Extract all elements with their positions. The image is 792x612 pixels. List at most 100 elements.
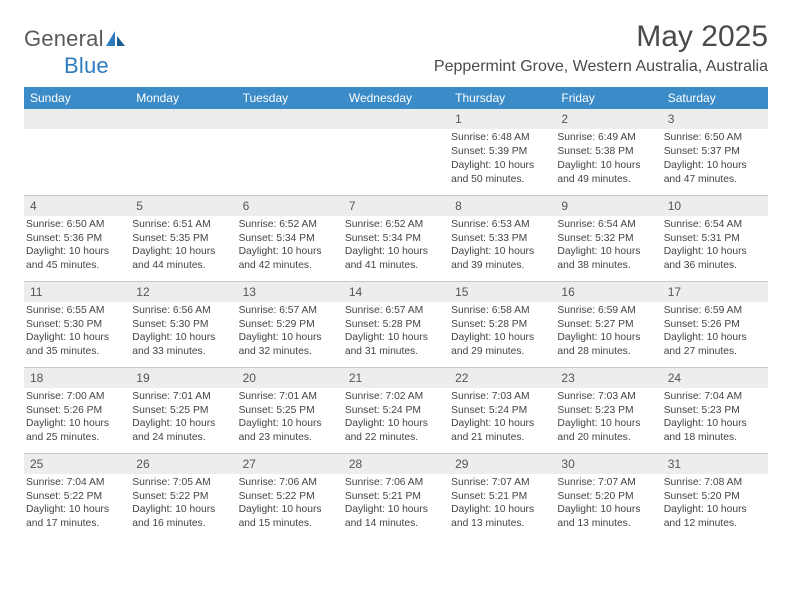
day-number: 22 — [449, 368, 555, 388]
calendar-row: 4Sunrise: 6:50 AMSunset: 5:36 PMDaylight… — [24, 195, 768, 281]
calendar-cell: 11Sunrise: 6:55 AMSunset: 5:30 PMDayligh… — [24, 281, 130, 367]
weekday-header: Saturday — [662, 87, 768, 109]
day-details: Sunrise: 6:55 AMSunset: 5:30 PMDaylight:… — [24, 304, 130, 360]
day-details: Sunrise: 6:50 AMSunset: 5:37 PMDaylight:… — [662, 131, 768, 187]
calendar-cell — [130, 109, 236, 195]
day-details: Sunrise: 6:52 AMSunset: 5:34 PMDaylight:… — [237, 218, 343, 274]
logo-text: GeneralBlue — [24, 26, 126, 79]
calendar-cell: 13Sunrise: 6:57 AMSunset: 5:29 PMDayligh… — [237, 281, 343, 367]
weekday-header: Thursday — [449, 87, 555, 109]
calendar-cell: 10Sunrise: 6:54 AMSunset: 5:31 PMDayligh… — [662, 195, 768, 281]
day-details: Sunrise: 7:02 AMSunset: 5:24 PMDaylight:… — [343, 390, 449, 446]
calendar-cell: 5Sunrise: 6:51 AMSunset: 5:35 PMDaylight… — [130, 195, 236, 281]
day-number: 3 — [662, 109, 768, 129]
calendar-cell: 26Sunrise: 7:05 AMSunset: 5:22 PMDayligh… — [130, 453, 236, 539]
day-number: 24 — [662, 368, 768, 388]
day-details: Sunrise: 6:52 AMSunset: 5:34 PMDaylight:… — [343, 218, 449, 274]
weekday-header: Wednesday — [343, 87, 449, 109]
day-number: 5 — [130, 196, 236, 216]
calendar-row: 25Sunrise: 7:04 AMSunset: 5:22 PMDayligh… — [24, 453, 768, 539]
calendar-cell: 3Sunrise: 6:50 AMSunset: 5:37 PMDaylight… — [662, 109, 768, 195]
calendar-cell: 25Sunrise: 7:04 AMSunset: 5:22 PMDayligh… — [24, 453, 130, 539]
day-details: Sunrise: 6:51 AMSunset: 5:35 PMDaylight:… — [130, 218, 236, 274]
calendar-cell: 6Sunrise: 6:52 AMSunset: 5:34 PMDaylight… — [237, 195, 343, 281]
sail-icon — [106, 27, 126, 53]
day-details: Sunrise: 6:54 AMSunset: 5:31 PMDaylight:… — [662, 218, 768, 274]
calendar-cell: 2Sunrise: 6:49 AMSunset: 5:38 PMDaylight… — [555, 109, 661, 195]
calendar-cell: 24Sunrise: 7:04 AMSunset: 5:23 PMDayligh… — [662, 367, 768, 453]
day-details: Sunrise: 7:08 AMSunset: 5:20 PMDaylight:… — [662, 476, 768, 532]
day-number: 18 — [24, 368, 130, 388]
day-details: Sunrise: 6:58 AMSunset: 5:28 PMDaylight:… — [449, 304, 555, 360]
calendar-cell: 17Sunrise: 6:59 AMSunset: 5:26 PMDayligh… — [662, 281, 768, 367]
day-details: Sunrise: 6:50 AMSunset: 5:36 PMDaylight:… — [24, 218, 130, 274]
day-details: Sunrise: 7:00 AMSunset: 5:26 PMDaylight:… — [24, 390, 130, 446]
day-details: Sunrise: 7:07 AMSunset: 5:21 PMDaylight:… — [449, 476, 555, 532]
day-number: 15 — [449, 282, 555, 302]
calendar-cell: 19Sunrise: 7:01 AMSunset: 5:25 PMDayligh… — [130, 367, 236, 453]
day-number: 29 — [449, 454, 555, 474]
header: GeneralBlue May 2025 Peppermint Grove, W… — [24, 20, 768, 79]
day-details: Sunrise: 7:04 AMSunset: 5:22 PMDaylight:… — [24, 476, 130, 532]
day-number-empty — [24, 109, 130, 129]
day-number: 4 — [24, 196, 130, 216]
calendar-row: 11Sunrise: 6:55 AMSunset: 5:30 PMDayligh… — [24, 281, 768, 367]
calendar-cell: 16Sunrise: 6:59 AMSunset: 5:27 PMDayligh… — [555, 281, 661, 367]
day-details: Sunrise: 6:48 AMSunset: 5:39 PMDaylight:… — [449, 131, 555, 187]
day-number: 8 — [449, 196, 555, 216]
day-number: 31 — [662, 454, 768, 474]
calendar-cell: 18Sunrise: 7:00 AMSunset: 5:26 PMDayligh… — [24, 367, 130, 453]
calendar-cell — [343, 109, 449, 195]
logo: GeneralBlue — [24, 20, 126, 79]
calendar-cell: 31Sunrise: 7:08 AMSunset: 5:20 PMDayligh… — [662, 453, 768, 539]
calendar-cell: 28Sunrise: 7:06 AMSunset: 5:21 PMDayligh… — [343, 453, 449, 539]
day-details: Sunrise: 6:59 AMSunset: 5:27 PMDaylight:… — [555, 304, 661, 360]
day-number: 17 — [662, 282, 768, 302]
calendar-cell — [237, 109, 343, 195]
calendar-cell: 30Sunrise: 7:07 AMSunset: 5:20 PMDayligh… — [555, 453, 661, 539]
day-number: 21 — [343, 368, 449, 388]
day-number: 7 — [343, 196, 449, 216]
day-number: 9 — [555, 196, 661, 216]
day-details: Sunrise: 7:04 AMSunset: 5:23 PMDaylight:… — [662, 390, 768, 446]
day-details: Sunrise: 7:03 AMSunset: 5:24 PMDaylight:… — [449, 390, 555, 446]
day-number-empty — [130, 109, 236, 129]
calendar-cell: 4Sunrise: 6:50 AMSunset: 5:36 PMDaylight… — [24, 195, 130, 281]
calendar-cell: 12Sunrise: 6:56 AMSunset: 5:30 PMDayligh… — [130, 281, 236, 367]
weekday-header: Sunday — [24, 87, 130, 109]
calendar-cell: 14Sunrise: 6:57 AMSunset: 5:28 PMDayligh… — [343, 281, 449, 367]
calendar-cell: 15Sunrise: 6:58 AMSunset: 5:28 PMDayligh… — [449, 281, 555, 367]
day-details: Sunrise: 7:01 AMSunset: 5:25 PMDaylight:… — [130, 390, 236, 446]
weekday-header: Tuesday — [237, 87, 343, 109]
weekday-header: Friday — [555, 87, 661, 109]
day-number: 25 — [24, 454, 130, 474]
day-details: Sunrise: 6:56 AMSunset: 5:30 PMDaylight:… — [130, 304, 236, 360]
day-number: 2 — [555, 109, 661, 129]
calendar-row: 1Sunrise: 6:48 AMSunset: 5:39 PMDaylight… — [24, 109, 768, 195]
calendar-cell: 7Sunrise: 6:52 AMSunset: 5:34 PMDaylight… — [343, 195, 449, 281]
logo-word2: Blue — [64, 53, 109, 78]
calendar-cell: 20Sunrise: 7:01 AMSunset: 5:25 PMDayligh… — [237, 367, 343, 453]
title-block: May 2025 Peppermint Grove, Western Austr… — [434, 20, 768, 76]
day-number: 19 — [130, 368, 236, 388]
day-number: 11 — [24, 282, 130, 302]
day-number: 12 — [130, 282, 236, 302]
day-details: Sunrise: 7:06 AMSunset: 5:21 PMDaylight:… — [343, 476, 449, 532]
day-number: 16 — [555, 282, 661, 302]
calendar-cell: 22Sunrise: 7:03 AMSunset: 5:24 PMDayligh… — [449, 367, 555, 453]
location: Peppermint Grove, Western Australia, Aus… — [434, 58, 768, 76]
month-title: May 2025 — [434, 20, 768, 54]
calendar-cell: 21Sunrise: 7:02 AMSunset: 5:24 PMDayligh… — [343, 367, 449, 453]
day-details: Sunrise: 6:59 AMSunset: 5:26 PMDaylight:… — [662, 304, 768, 360]
day-number: 30 — [555, 454, 661, 474]
weekday-header: Monday — [130, 87, 236, 109]
day-details: Sunrise: 7:05 AMSunset: 5:22 PMDaylight:… — [130, 476, 236, 532]
day-number: 10 — [662, 196, 768, 216]
calendar-cell: 9Sunrise: 6:54 AMSunset: 5:32 PMDaylight… — [555, 195, 661, 281]
day-details: Sunrise: 6:57 AMSunset: 5:29 PMDaylight:… — [237, 304, 343, 360]
day-number: 23 — [555, 368, 661, 388]
day-number-empty — [237, 109, 343, 129]
calendar-cell: 29Sunrise: 7:07 AMSunset: 5:21 PMDayligh… — [449, 453, 555, 539]
day-number: 20 — [237, 368, 343, 388]
day-details: Sunrise: 7:03 AMSunset: 5:23 PMDaylight:… — [555, 390, 661, 446]
